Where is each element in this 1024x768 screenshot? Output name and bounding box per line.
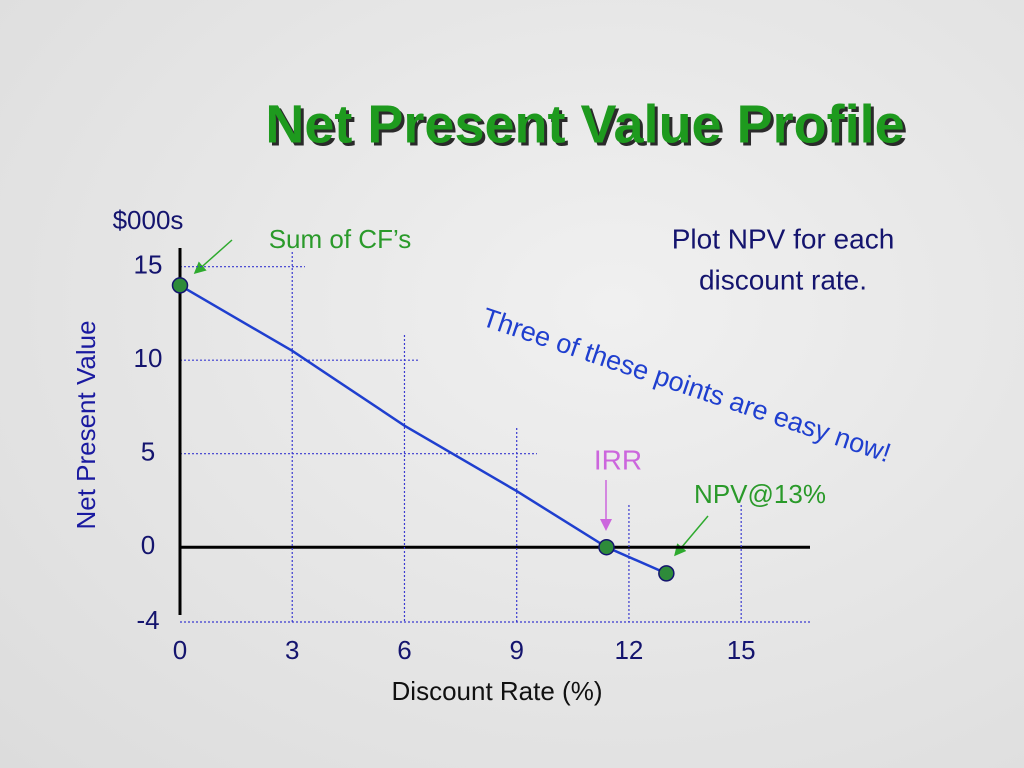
y-tick-label: 0 — [141, 530, 155, 560]
x-tick-label: 15 — [727, 635, 756, 665]
x-tick-label: 3 — [285, 635, 299, 665]
y-unit: $000s — [113, 205, 184, 235]
x-tick-label: 9 — [509, 635, 523, 665]
annotation: Plot NPV for each — [672, 223, 895, 254]
point — [171, 277, 189, 294]
y-axis-label: Net Present Value — [71, 320, 101, 529]
y-tick-label: 5 — [141, 437, 155, 467]
x-tick-label: 12 — [614, 635, 643, 665]
chart-title: Net Present Value Profile — [265, 94, 904, 154]
x-tick-label: 6 — [397, 635, 411, 665]
annotation: Three of these points are easy now! — [478, 302, 894, 468]
x-axis-label: Discount Rate (%) — [392, 676, 603, 706]
annotation: IRR — [594, 444, 642, 475]
annotation: NPV@13% — [694, 479, 826, 509]
annotation: Sum of CF’s — [269, 224, 412, 254]
y-tick-label: 10 — [134, 343, 163, 373]
x-tick-label: 0 — [173, 635, 187, 665]
point — [658, 565, 675, 582]
point — [598, 538, 615, 556]
y-tick-label: -4 — [136, 605, 159, 635]
npv-line — [179, 284, 667, 575]
y-tick-label: 15 — [134, 250, 163, 280]
annotation: discount rate. — [699, 264, 867, 295]
